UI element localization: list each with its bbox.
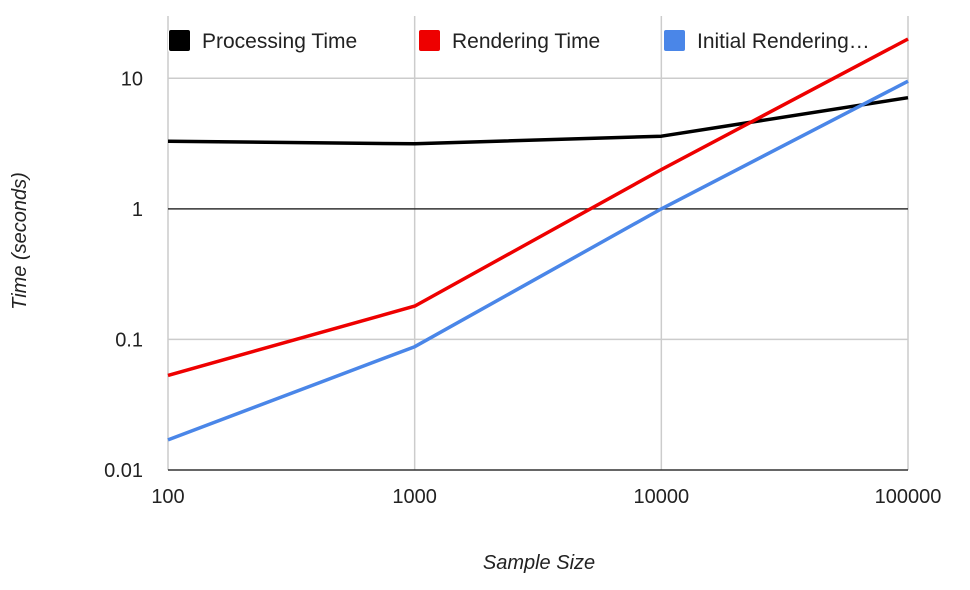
legend-swatch <box>169 30 190 51</box>
legend-item[interactable]: Initial Rendering… <box>663 30 870 53</box>
x-axis-title: Sample Size <box>483 552 595 574</box>
series-line-2 <box>167 37 909 378</box>
y-tick-label: 0.1 <box>115 329 143 351</box>
x-tick-label: 1000 <box>392 486 437 508</box>
legend-swatch <box>664 30 685 51</box>
y-tick-label: 10 <box>121 68 143 90</box>
legend-item[interactable]: Rendering Time <box>418 30 600 53</box>
y-tick-label: 0.01 <box>104 460 143 482</box>
legend-label: Processing Time <box>202 30 357 53</box>
x-tick-label: 100 <box>151 486 184 508</box>
tick-labels: 100 1000 10000 100000 0.01 0.1 1 10 <box>104 68 941 508</box>
y-axis-title: Time (seconds) <box>9 172 31 310</box>
x-tick-label: 100000 <box>875 486 942 508</box>
legend-label: Rendering Time <box>452 30 600 53</box>
legend: Processing Time Rendering Time Initial Ren… <box>168 30 870 53</box>
series-line-3 <box>167 79 909 442</box>
x-tick-label: 10000 <box>634 486 690 508</box>
legend-swatch <box>419 30 440 51</box>
series-line-1 <box>167 95 909 146</box>
legend-label: Initial Rendering… <box>697 30 870 53</box>
series-lines <box>167 37 909 442</box>
legend-item[interactable]: Processing Time <box>168 30 357 53</box>
y-tick-label: 1 <box>132 199 143 221</box>
grid <box>167 16 909 471</box>
